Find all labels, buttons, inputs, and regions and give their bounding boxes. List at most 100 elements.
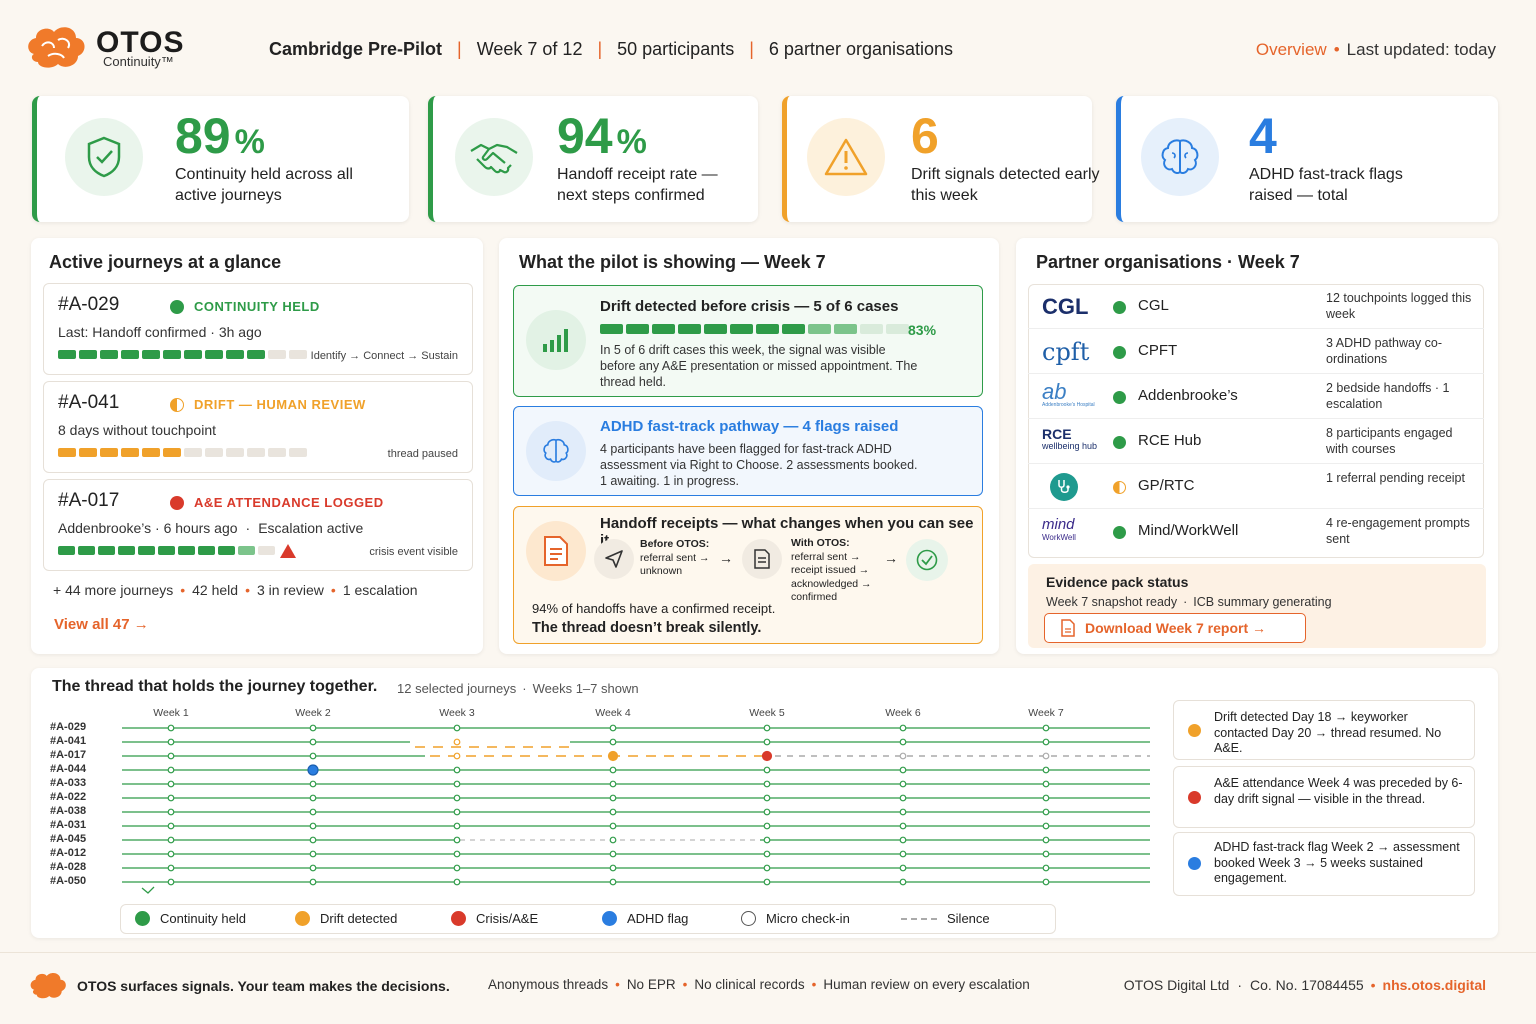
progress-segment [100, 448, 118, 457]
receipt-icon [742, 539, 782, 579]
footer: OTOS surfaces signals. Your team makes t… [0, 952, 1536, 1024]
thread-event-point [609, 738, 617, 746]
status-label: CONTINUITY HELD [194, 299, 320, 314]
progress-segment [652, 324, 675, 334]
partner-row-rce[interactable]: RCE wellbeing hub RCE Hub 8 participants… [1028, 419, 1484, 464]
progress-segment [138, 546, 155, 555]
with-text: referral sent → receipt issued → acknowl… [791, 550, 872, 604]
red-dot-icon [1188, 791, 1201, 804]
mind-logo-text: WorkWell [1042, 533, 1076, 542]
warning-triangle-icon [807, 118, 885, 196]
open-circle-icon [741, 911, 756, 926]
timeline-title: The thread that holds the journey togeth… [52, 678, 378, 695]
thread-event-point [167, 766, 175, 774]
journey-note: thread paused [387, 448, 458, 460]
legend-label: Continuity held [160, 911, 246, 926]
brand-name: OTOS [96, 26, 185, 59]
week-tick-label: Week 2 [295, 707, 331, 719]
kpi-continuity-card: 89% Continuity held across all active jo… [32, 96, 409, 222]
timeline-row-label: #A-038 [50, 805, 87, 817]
with-otos: With OTOS: referral sent → receipt issued… [791, 537, 879, 605]
thread-event-point [453, 738, 461, 746]
partner-row-addenbrookes[interactable]: ab Addenbrooke's Hospital Addenbrooke’s … [1028, 374, 1484, 419]
thread-event-point [1042, 836, 1050, 844]
principle: Human review on every escalation [823, 977, 1030, 992]
progress-segment [178, 546, 195, 555]
pilot-participants: 50 participants [617, 39, 735, 59]
progress-segment [58, 350, 76, 359]
timeline-row-label: #A-028 [50, 861, 87, 873]
site-link[interactable]: nhs.otos.digital [1382, 977, 1486, 993]
progress-segment [860, 324, 883, 334]
journey-status: A&E ATTENDANCE LOGGED [170, 495, 384, 510]
view-all-link[interactable]: View all 47 → [54, 616, 149, 633]
thread-event-point [1042, 780, 1050, 788]
partner-row-cgl[interactable]: CGL CGL 12 touchpoints logged this week [1028, 284, 1484, 329]
pilot-showing-panel: What the pilot is showing — Week 7 Drift… [499, 238, 999, 654]
held-count: 42 held [192, 582, 239, 598]
kpi-label: Drift signals detected early this week [911, 166, 1100, 204]
panel-title: Partner organisations · Week 7 [1036, 252, 1300, 272]
thread-event-point [609, 724, 617, 732]
otos-logo-icon [30, 973, 66, 999]
note-text: Drift detected Day 18 → keyworker contac… [1214, 710, 1442, 755]
thread-event-point [453, 808, 461, 816]
progress-segment [289, 448, 307, 457]
thread-event-point [309, 724, 317, 732]
overview-link[interactable]: Overview [1255, 40, 1327, 59]
progress-segment [268, 350, 286, 359]
thread-event-point [763, 766, 771, 774]
progress-segment [198, 546, 215, 555]
journey-note: crisis event visible [369, 546, 458, 558]
journey-card-a017[interactable]: #A-017 A&E ATTENDANCE LOGGED Addenbrooke… [43, 479, 473, 571]
week-tick-label: Week 3 [439, 707, 475, 719]
status-dot-icon [1113, 526, 1126, 539]
arrow-right-icon: → [884, 550, 898, 566]
evidence-pack: Evidence pack status Week 7 snapshot rea… [1028, 564, 1486, 648]
partner-row-gp[interactable]: GP/RTC 1 referral pending receipt [1028, 464, 1484, 509]
status-label: A&E ATTENDANCE LOGGED [194, 495, 384, 510]
download-report-button[interactable]: Download Week 7 report → [1044, 613, 1306, 643]
progress-segment [226, 350, 244, 359]
half-dot-icon [1113, 481, 1126, 494]
escalation-count: 1 escalation [342, 582, 418, 598]
thread-event-point [763, 878, 771, 886]
pilot-meta: Cambridge Pre-Pilot | Week 7 of 12 | 50 … [269, 39, 954, 59]
red-dot-icon [451, 911, 466, 926]
thread-event-point [1042, 822, 1050, 830]
card-title: ADHD fast-track pathway — 4 flags raised [600, 418, 899, 435]
thread-event-point [167, 822, 175, 830]
thread-event-point [1042, 752, 1050, 760]
thread-event-point [899, 738, 907, 746]
thread-event-point [309, 808, 317, 816]
partner-row-mind[interactable]: mind WorkWell Mind/WorkWell 4 re-engagem… [1028, 509, 1484, 554]
thread-event-point [1042, 864, 1050, 872]
journey-card-a041[interactable]: #A-041 DRIFT — HUMAN REVIEW 8 days witho… [43, 381, 473, 473]
thread-event-point [453, 794, 461, 802]
shield-check-icon [65, 118, 143, 196]
company-number: Co. No. 17084455 [1250, 977, 1364, 993]
thread-event-point [899, 850, 907, 858]
drift-progress-bar [600, 324, 909, 334]
legend-silence: Silence [901, 911, 990, 926]
principle: No clinical records [694, 977, 805, 992]
active-journeys-panel: Active journeys at a glance #A-029 CONTI… [31, 238, 483, 654]
thread-event-point [899, 822, 907, 830]
thread-event-point [609, 850, 617, 858]
kpi-value: 4 [1249, 108, 1277, 164]
partner-name: CGL [1138, 297, 1169, 314]
addenbrookes-logo-mark: ab [1042, 379, 1067, 404]
journey-card-a029[interactable]: #A-029 CONTINUITY HELD Last: Handoff con… [43, 283, 473, 375]
status-label: DRIFT — HUMAN REVIEW [194, 397, 366, 412]
footer-principles: Anonymous threads • No EPR • No clinical rec… [488, 977, 1030, 992]
progress-segment [247, 350, 265, 359]
partner-row-cpft[interactable]: cpft CPFT 3 ADHD pathway co-ordinations [1028, 329, 1484, 374]
journey-progress-bar [58, 546, 275, 555]
partners-table [1028, 284, 1484, 558]
timeline-row-label: #A-044 [50, 763, 87, 775]
pdf-icon [1061, 619, 1075, 637]
download-label: Download Week 7 report → [1085, 620, 1266, 636]
more-journeys: + 44 more journeys [53, 582, 174, 598]
timeline-row-label: #A-031 [50, 819, 87, 831]
